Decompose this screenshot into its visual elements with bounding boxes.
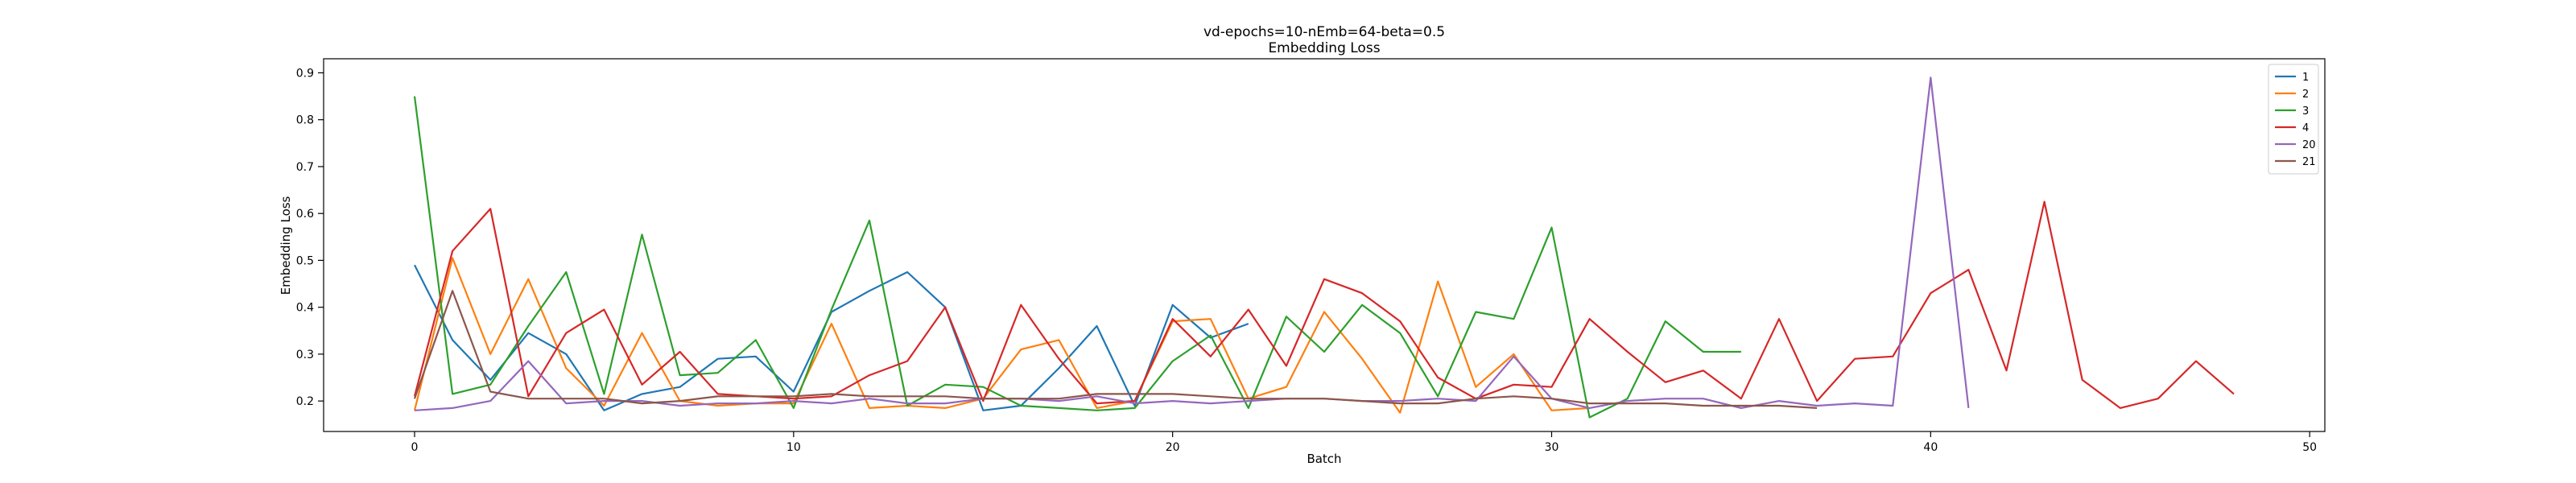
x-tick-label: 30 bbox=[1545, 441, 1559, 454]
plot-frame bbox=[323, 58, 2326, 432]
y-tick-label: 0.7 bbox=[296, 161, 314, 174]
y-axis-label: Embedding Loss bbox=[279, 196, 293, 295]
y-tick-label: 0.8 bbox=[296, 114, 314, 127]
y-tick-label: 0.6 bbox=[296, 208, 314, 221]
legend-label: 4 bbox=[2302, 122, 2309, 134]
y-tick-label: 0.4 bbox=[296, 302, 314, 315]
series-line-20 bbox=[414, 76, 1970, 411]
series-line-21 bbox=[413, 290, 1818, 409]
x-tick-label: 10 bbox=[786, 441, 801, 454]
series-line-3 bbox=[413, 96, 1741, 419]
y-tick-label: 0.9 bbox=[296, 67, 314, 80]
x-tick-label: 40 bbox=[1923, 441, 1938, 454]
legend-box bbox=[2268, 64, 2319, 175]
legend-label: 2 bbox=[2302, 89, 2309, 101]
legend-label: 3 bbox=[2302, 105, 2309, 118]
chart-subtitle: Embedding Loss bbox=[1268, 40, 1380, 56]
chart-title: vd-epochs=10-nEmb=64-beta=0.5 bbox=[1203, 24, 1445, 40]
x-tick-label: 50 bbox=[2302, 441, 2317, 454]
x-tick-label: 20 bbox=[1166, 441, 1180, 454]
series-layer bbox=[413, 76, 2235, 419]
x-axis-label: Batch bbox=[1307, 452, 1341, 466]
legend-label: 21 bbox=[2302, 156, 2316, 168]
y-tick-label: 0.2 bbox=[296, 395, 314, 408]
legend-label: 1 bbox=[2302, 72, 2309, 84]
legend: 1 2 3 4 20 21 bbox=[2268, 64, 2319, 175]
y-tick-label: 0.5 bbox=[296, 254, 314, 267]
y-tick-label: 0.3 bbox=[296, 349, 314, 361]
series-line-4 bbox=[413, 200, 2235, 409]
legend-label: 20 bbox=[2302, 139, 2316, 151]
plot-area: 0 10 20 30 40 50 0.2 0.3 0.4 0.5 0.6 0.7 0.8 0.9 bbox=[296, 58, 2326, 454]
x-tick-label: 0 bbox=[411, 441, 419, 454]
